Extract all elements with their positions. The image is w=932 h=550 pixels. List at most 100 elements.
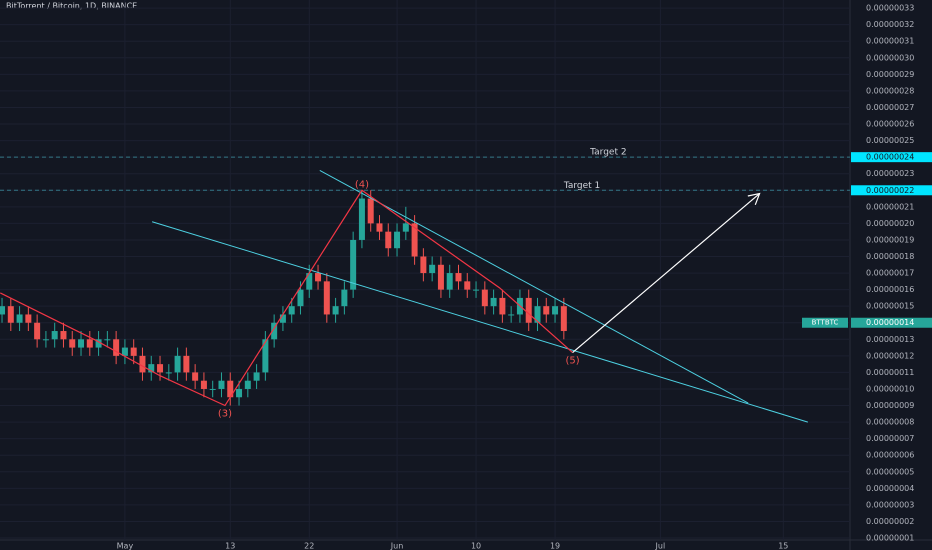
symbol-box bbox=[802, 317, 848, 328]
candle-body bbox=[253, 372, 260, 381]
candle-body bbox=[218, 380, 225, 389]
candle-body bbox=[200, 380, 207, 389]
price-box bbox=[851, 317, 932, 328]
y-tick-label: 0.00000016 bbox=[866, 285, 914, 294]
y-tick-label: 0.00000025 bbox=[866, 136, 914, 145]
candle-body bbox=[86, 339, 93, 348]
candle-body bbox=[227, 380, 234, 398]
target-price-label: 0.00000024 bbox=[866, 153, 914, 162]
candle-body bbox=[60, 331, 67, 340]
candle-body bbox=[525, 297, 532, 323]
candle-body bbox=[279, 314, 286, 323]
candle-body bbox=[0, 306, 6, 315]
y-tick-label: 0.00000012 bbox=[866, 351, 914, 360]
candle-body bbox=[367, 198, 374, 224]
candle-body bbox=[341, 289, 348, 307]
candle-body bbox=[455, 273, 462, 282]
candle-body bbox=[446, 273, 453, 290]
trendline bbox=[151, 221, 809, 423]
y-tick-label: 0.00000021 bbox=[866, 202, 914, 211]
y-tick-label: 0.00000028 bbox=[866, 86, 914, 95]
candle-body bbox=[490, 297, 497, 307]
y-tick-label: 0.00000005 bbox=[866, 467, 914, 476]
candle-body bbox=[271, 322, 278, 340]
symbol-label: BTTBTC bbox=[812, 319, 839, 327]
candle-body bbox=[297, 289, 304, 307]
candle-body bbox=[306, 273, 313, 290]
candle-body bbox=[192, 372, 199, 381]
wave-line bbox=[0, 189, 574, 407]
y-tick-label: 0.00000006 bbox=[866, 451, 914, 460]
y-tick-label: 0.00000032 bbox=[866, 20, 914, 29]
candle-body bbox=[437, 264, 444, 290]
x-tick-label: 19 bbox=[550, 542, 560, 550]
candle-body bbox=[130, 347, 137, 356]
candle-body bbox=[552, 306, 559, 315]
candle-body bbox=[42, 339, 49, 341]
candle-body bbox=[464, 281, 471, 290]
candle-body bbox=[332, 306, 339, 315]
chart-title: BitTorrent / Bitcoin, 1D, BINANCE bbox=[6, 2, 137, 11]
target-label: Target 2 bbox=[589, 148, 626, 158]
y-tick-label: 0.00000010 bbox=[866, 384, 914, 393]
target-price-label: 0.00000022 bbox=[866, 186, 914, 195]
target-label: Target 1 bbox=[563, 181, 600, 191]
x-tick-label: 13 bbox=[225, 542, 235, 550]
candle-body bbox=[315, 273, 322, 282]
candle-body bbox=[262, 339, 269, 373]
candle-body bbox=[508, 314, 515, 316]
y-tick-label: 0.00000018 bbox=[866, 252, 914, 261]
candle-body bbox=[139, 355, 146, 373]
candle-body bbox=[385, 231, 392, 249]
candle-body bbox=[481, 289, 488, 307]
y-tick-label: 0.00000020 bbox=[866, 219, 914, 228]
y-tick-label: 0.00000017 bbox=[866, 269, 914, 278]
candle-body bbox=[429, 264, 436, 274]
arrow-line bbox=[572, 193, 760, 354]
y-tick-label: 0.00000002 bbox=[866, 517, 914, 526]
y-tick-label: 0.00000009 bbox=[866, 401, 914, 410]
candle-body bbox=[499, 297, 506, 315]
y-tick-label: 0.00000030 bbox=[866, 53, 914, 62]
x-tick-label: 15 bbox=[778, 542, 788, 550]
candle-body bbox=[104, 339, 111, 341]
y-tick-label: 0.00000029 bbox=[866, 70, 914, 79]
candle-body bbox=[209, 388, 216, 390]
candle-body bbox=[473, 289, 480, 291]
candle-body bbox=[543, 306, 550, 315]
candle-body bbox=[121, 347, 128, 356]
y-tick-label: 0.00000015 bbox=[866, 302, 914, 311]
wave-label: (5) bbox=[566, 356, 580, 367]
y-tick-label: 0.00000008 bbox=[866, 418, 914, 427]
y-tick-label: 0.00000027 bbox=[866, 103, 914, 112]
y-tick-label: 0.00000003 bbox=[866, 500, 914, 509]
candle-body bbox=[165, 372, 172, 374]
y-tick-label: 0.00000033 bbox=[866, 4, 914, 13]
trendline bbox=[319, 169, 749, 404]
price-label: 0.00000014 bbox=[866, 318, 914, 327]
target-price-box bbox=[851, 152, 932, 163]
candle-body bbox=[323, 281, 330, 315]
arrow-head bbox=[747, 192, 761, 205]
candle-body bbox=[236, 388, 243, 398]
wave-label: (4) bbox=[355, 179, 369, 190]
candle-body bbox=[358, 198, 365, 240]
candle-body bbox=[183, 355, 190, 373]
target-price-box bbox=[851, 185, 932, 196]
candle-body bbox=[350, 239, 357, 290]
candle-body bbox=[244, 380, 251, 389]
candle-body bbox=[95, 339, 102, 348]
candle-body bbox=[16, 314, 23, 323]
candle-body bbox=[560, 306, 567, 332]
candle-body bbox=[113, 339, 120, 356]
candle-body bbox=[394, 231, 401, 249]
x-tick-label: 22 bbox=[304, 542, 314, 550]
candle-body bbox=[157, 364, 164, 373]
y-tick-label: 0.00000026 bbox=[866, 120, 914, 129]
candle-body bbox=[7, 306, 14, 323]
candle-body bbox=[411, 223, 418, 257]
candle-body bbox=[376, 223, 383, 232]
